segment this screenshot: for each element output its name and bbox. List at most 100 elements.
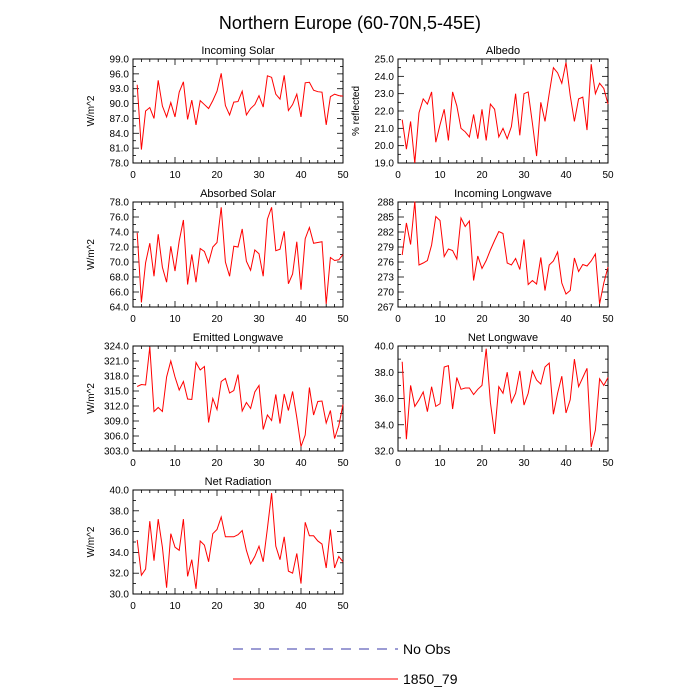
y-tick-label: 76.0 xyxy=(110,213,130,224)
panel-title: Net Radiation xyxy=(205,476,272,488)
x-tick-label: 10 xyxy=(169,170,181,181)
y-tick-label: 36.0 xyxy=(375,394,395,405)
x-tick-label: 30 xyxy=(253,601,265,612)
x-tick-label: 0 xyxy=(395,458,401,469)
y-tick-label: 78.0 xyxy=(110,198,130,209)
series-line-1850-79 xyxy=(136,346,344,447)
series-line-1850-79 xyxy=(401,62,609,164)
x-tick-label: 30 xyxy=(253,170,265,181)
y-tick-label: 321.0 xyxy=(104,357,129,368)
y-tick-label: 315.0 xyxy=(104,387,129,398)
x-tick-label: 40 xyxy=(295,314,307,325)
panel-albedo: Albedo % reflected 0 10 20 30 40 50 19.0 20.0 21.0… xyxy=(351,45,614,181)
panel-title: Incoming Longwave xyxy=(454,188,552,200)
y-tick-label: 32.0 xyxy=(375,447,395,458)
y-tick-label: 70.0 xyxy=(110,258,130,269)
y-axis-label: W/m^2 xyxy=(86,526,97,557)
x-tick-label: 40 xyxy=(560,314,572,325)
panel-incoming-longwave: Incoming Longwave 0 10 20 30 40 50 267 270 273 276… xyxy=(377,188,614,325)
y-tick-label: 38.0 xyxy=(375,368,395,379)
y-tick-label: 288 xyxy=(377,198,394,209)
y-tick-label: 267 xyxy=(377,303,394,314)
y-tick-label: 273 xyxy=(377,273,394,284)
series-line-1850-79 xyxy=(136,493,344,589)
y-tick-label: 99.0 xyxy=(110,55,130,66)
y-tick-label: 270 xyxy=(377,288,394,299)
x-tick-label: 40 xyxy=(295,601,307,612)
x-tick-label: 20 xyxy=(476,170,488,181)
x-tick-label: 10 xyxy=(434,314,446,325)
y-tick-label: 318.0 xyxy=(104,372,129,383)
y-tick-label: 306.0 xyxy=(104,432,129,443)
x-tick-label: 0 xyxy=(130,458,136,469)
panel-title: Emitted Longwave xyxy=(193,332,284,344)
y-tick-label: 282 xyxy=(377,228,394,239)
series-line-1850-79 xyxy=(136,73,344,150)
x-tick-label: 0 xyxy=(395,170,401,181)
y-axis-label: W/m^2 xyxy=(86,239,97,270)
y-tick-label: 78.0 xyxy=(110,159,130,170)
y-tick-label: 24.0 xyxy=(375,72,395,83)
y-tick-label: 84.0 xyxy=(110,129,130,140)
x-tick-label: 0 xyxy=(395,314,401,325)
x-tick-label: 30 xyxy=(518,170,530,181)
x-tick-label: 50 xyxy=(602,170,614,181)
x-tick-label: 50 xyxy=(337,170,349,181)
legend-label: 1850_79 xyxy=(403,671,458,687)
y-tick-label: 25.0 xyxy=(375,55,395,66)
x-tick-label: 40 xyxy=(560,170,572,181)
y-tick-label: 276 xyxy=(377,258,394,269)
panel-title: Incoming Solar xyxy=(201,45,275,57)
x-tick-label: 20 xyxy=(211,314,223,325)
panel-title: Absorbed Solar xyxy=(200,188,276,200)
y-tick-label: 66.0 xyxy=(110,288,130,299)
y-tick-label: 32.0 xyxy=(110,569,130,580)
x-tick-label: 20 xyxy=(211,458,223,469)
y-tick-label: 38.0 xyxy=(110,506,130,517)
y-tick-label: 324.0 xyxy=(104,342,129,353)
x-tick-label: 40 xyxy=(560,458,572,469)
y-tick-label: 90.0 xyxy=(110,99,130,110)
series-line-1850-79 xyxy=(136,207,344,305)
legend-item-1850-79: 1850_79 xyxy=(233,671,458,687)
y-tick-label: 30.0 xyxy=(110,590,130,601)
y-tick-label: 312.0 xyxy=(104,402,129,413)
y-tick-label: 23.0 xyxy=(375,89,395,100)
legend: No Obs 1850_79 xyxy=(233,641,458,687)
y-tick-label: 64.0 xyxy=(110,303,130,314)
y-tick-label: 40.0 xyxy=(110,486,130,497)
panel-incoming-solar: Incoming Solar W/m^2 0 10 20 30 40 50 78.0 81.0 84… xyxy=(86,45,349,181)
x-tick-label: 0 xyxy=(130,314,136,325)
series-line-1850-79 xyxy=(401,201,609,305)
x-tick-label: 50 xyxy=(337,601,349,612)
x-tick-label: 20 xyxy=(211,601,223,612)
y-tick-label: 34.0 xyxy=(375,420,395,431)
x-tick-label: 10 xyxy=(169,458,181,469)
x-tick-label: 30 xyxy=(518,458,530,469)
panel-absorbed-solar: Absorbed Solar W/m^2 0 10 20 30 40 50 64.0 66.0 68… xyxy=(86,188,349,325)
x-tick-label: 50 xyxy=(337,458,349,469)
y-tick-label: 279 xyxy=(377,243,394,254)
y-tick-label: 40.0 xyxy=(375,342,395,353)
x-tick-label: 50 xyxy=(602,314,614,325)
panel-emitted-longwave: Emitted Longwave W/m^2 0 10 20 30 40 50 303.0 306… xyxy=(86,332,349,469)
panel-title: Net Longwave xyxy=(468,332,538,344)
y-tick-label: 74.0 xyxy=(110,228,130,239)
x-tick-label: 30 xyxy=(253,458,265,469)
x-tick-label: 10 xyxy=(169,314,181,325)
y-tick-label: 20.0 xyxy=(375,141,395,152)
x-tick-label: 10 xyxy=(434,458,446,469)
series-line-1850-79 xyxy=(401,348,609,448)
y-tick-label: 81.0 xyxy=(110,144,130,155)
y-tick-label: 22.0 xyxy=(375,107,395,118)
y-tick-label: 68.0 xyxy=(110,273,130,284)
y-tick-label: 93.0 xyxy=(110,84,130,95)
panel-net-radiation: Net Radiation W/m^2 0 10 20 30 40 50 30.0 32.0 34.… xyxy=(86,476,349,612)
y-tick-label: 21.0 xyxy=(375,124,395,135)
panel-net-longwave: Net Longwave 0 10 20 30 40 50 32.0 34.0 36.0 38.0 4… xyxy=(375,332,614,469)
y-tick-label: 19.0 xyxy=(375,159,395,170)
y-tick-label: 87.0 xyxy=(110,114,130,125)
x-tick-label: 50 xyxy=(337,314,349,325)
